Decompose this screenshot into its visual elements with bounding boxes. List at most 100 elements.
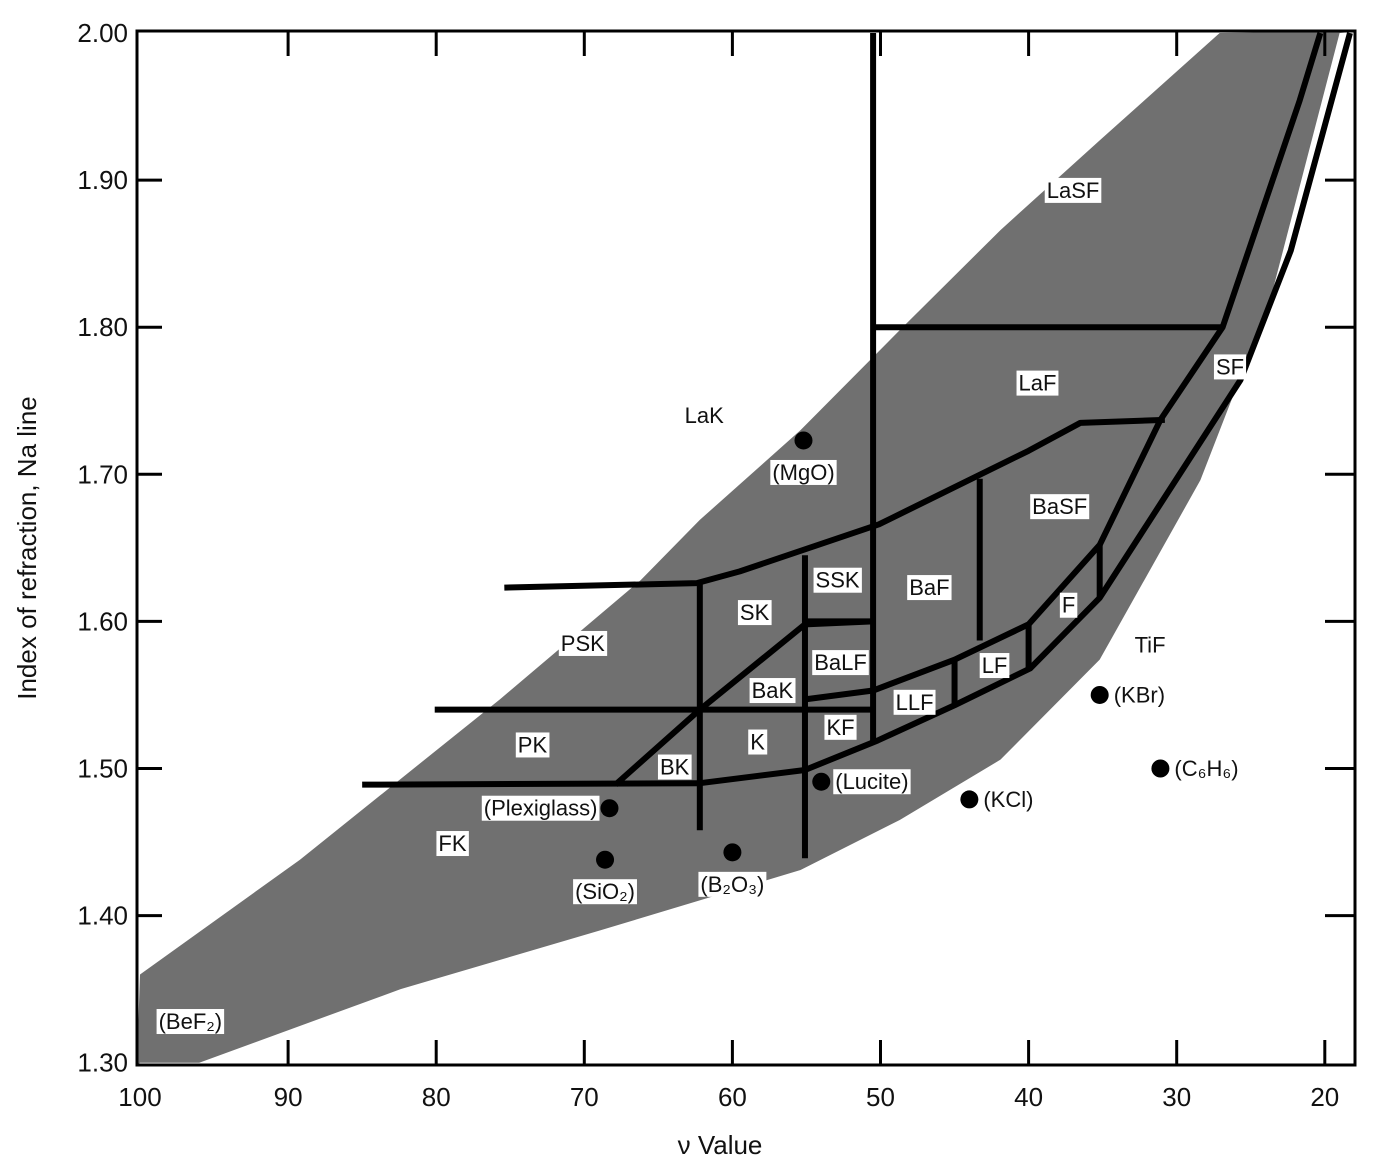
point-label-2-box (573, 879, 637, 905)
point-marker-5 (960, 790, 979, 809)
point-label-4-text: (Lucite) (835, 769, 908, 794)
y-tick-label-5: 1.80 (77, 312, 128, 342)
region-label-baf-box (907, 575, 952, 601)
region-label-sf: SF (1213, 354, 1247, 380)
y-tick-label-1: 1.40 (77, 901, 128, 931)
region-label-kf-box (824, 714, 857, 740)
region-label-kf-text: KF (826, 715, 854, 740)
x-axis-title: ν Value (678, 1130, 763, 1157)
region-label-bk-box (657, 754, 692, 780)
x-tick-label-8: 20 (1310, 1082, 1339, 1112)
boundary-line-13 (362, 780, 700, 788)
region-label-bak: BaK (749, 678, 796, 704)
point-label-3-text: (B₂O₃) (700, 872, 764, 897)
point-marker-3 (723, 843, 742, 862)
point-label-1-text: (Plexiglass) (484, 796, 598, 821)
glass-band-area (137, 31, 1355, 1065)
region-label-sk: SK (737, 600, 772, 626)
region-label-fk: FK (436, 831, 469, 857)
boundary-line-14 (613, 618, 874, 787)
point-label-6: (KBr) (1111, 682, 1168, 708)
point-marker-0 (794, 431, 813, 450)
region-label-lak: LaK (685, 403, 724, 428)
region-label-sf-box (1213, 354, 1247, 380)
region-label-bef: (BeF₂) (156, 1009, 225, 1035)
x-tick-label-5: 50 (866, 1082, 895, 1112)
point-label-1-box (481, 795, 600, 821)
point-label-5-box (981, 786, 1036, 812)
point-label-3: (B₂O₃) (698, 871, 767, 897)
region-label-fk-box (436, 831, 469, 857)
y-tick-label-3: 1.60 (77, 606, 128, 636)
point-marker-4 (812, 772, 831, 791)
region-label-psk: PSK (558, 630, 608, 656)
y-tick-label-2: 1.50 (77, 754, 128, 784)
region-label-k-box (748, 729, 768, 755)
glass-band-layer (137, 31, 1355, 1065)
region-label-basf-text: BaSF (1032, 494, 1087, 519)
region-label-balf-box (812, 650, 869, 676)
region-label-sf-text: SF (1216, 354, 1244, 379)
y-tick-label-7: 2.00 (77, 18, 128, 48)
x-tick-label-4: 60 (718, 1082, 747, 1112)
region-label-bef-box (156, 1009, 225, 1035)
region-label-llf-text: LLF (896, 690, 934, 715)
y-tick-label-6: 1.90 (77, 165, 128, 195)
x-tick-label-6: 40 (1014, 1082, 1043, 1112)
point-label-0: (MgO) (770, 459, 837, 485)
region-boundaries (362, 32, 1353, 859)
point-label-4-box (833, 769, 911, 795)
region-label-bef-text: (BeF₂) (159, 1009, 223, 1034)
region-label-balf-text: BaLF (814, 650, 867, 675)
region-label-baf-text: BaF (909, 575, 949, 600)
region-label-lasf-text: LaSF (1047, 178, 1100, 203)
region-label-psk-box (558, 630, 608, 656)
point-label-7-text: (C₆H₆) (1174, 756, 1238, 781)
y-tick-label-0: 1.30 (77, 1048, 128, 1078)
region-label-psk-text: PSK (561, 631, 605, 656)
region-label-pk-box (515, 732, 550, 758)
point-label-2-text: (SiO₂) (575, 879, 635, 904)
region-label-ssk-text: SSK (816, 568, 860, 593)
y-axis-title: Index of refraction, Na line (12, 396, 42, 700)
axis-ticks: 100 90 80 70 60 50 40 30 20 1.30 1.40 1.50 1.60 1.70 1… (77, 18, 1355, 1112)
region-label-tif: TiF (1135, 632, 1166, 657)
region-label-tif-text: TiF (1135, 632, 1166, 657)
region-label-bk-text: BK (660, 755, 690, 780)
x-tick-label-0: 100 (118, 1082, 161, 1112)
region-label-laf-box (1016, 370, 1059, 396)
region-label-bk: BK (657, 754, 692, 780)
region-label-llf-box (893, 689, 936, 715)
point-label-5-text: (KCl) (983, 787, 1033, 812)
region-label-k: K (748, 729, 768, 755)
region-label-basf-box (1030, 494, 1090, 520)
region-label-baf: BaF (907, 575, 952, 601)
region-label-ssk: SSK (813, 567, 862, 593)
region-label-lasf: LaSF (1044, 177, 1102, 203)
region-label-basf: BaSF (1030, 494, 1090, 520)
point-marker-2 (596, 850, 615, 869)
region-label-sk-text: SK (740, 600, 770, 625)
region-label-laf-text: LaF (1019, 371, 1057, 396)
point-marker-7 (1151, 759, 1170, 778)
region-label-lf-text: LF (982, 653, 1008, 678)
region-label-lf-box (979, 653, 1010, 679)
region-label-llf: LLF (893, 689, 936, 715)
material-points: (MgO) (Plexiglass) (SiO₂) (B₂O₃) (Lucite) (KC… (481, 431, 1241, 905)
point-label-7: (C₆H₆) (1172, 756, 1241, 781)
point-label-6-box (1111, 682, 1168, 708)
region-label-f-text: F (1062, 593, 1075, 618)
x-tick-label-3: 70 (570, 1082, 599, 1112)
region-label-bak-box (749, 678, 796, 704)
region-label-kf: KF (824, 714, 857, 740)
point-label-5: (KCl) (981, 786, 1036, 812)
x-tick-label-7: 30 (1162, 1082, 1191, 1112)
region-label-laf: LaF (1016, 370, 1059, 396)
region-label-pk-text: PK (518, 732, 548, 757)
region-label-k-text: K (750, 730, 765, 755)
region-label-fk-text: FK (438, 831, 466, 856)
point-label-4: (Lucite) (833, 769, 911, 795)
region-label-ssk-box (813, 567, 862, 593)
